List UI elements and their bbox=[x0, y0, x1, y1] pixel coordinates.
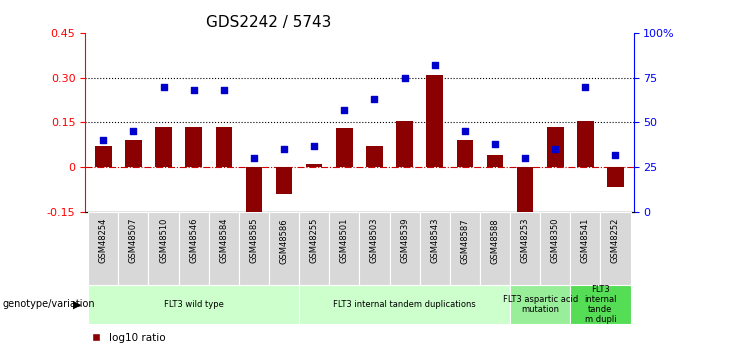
Point bbox=[610, 152, 622, 158]
Point bbox=[459, 129, 471, 134]
Text: FLT3 internal tandem duplications: FLT3 internal tandem duplications bbox=[333, 300, 476, 309]
Point bbox=[248, 156, 260, 161]
Point bbox=[339, 107, 350, 113]
Text: GSM48539: GSM48539 bbox=[400, 218, 409, 264]
Point bbox=[429, 62, 441, 68]
Point bbox=[579, 84, 591, 89]
Bar bbox=[456, 140, 473, 167]
FancyBboxPatch shape bbox=[329, 212, 359, 285]
FancyBboxPatch shape bbox=[209, 212, 239, 285]
Point bbox=[218, 87, 230, 93]
Bar bbox=[95, 146, 112, 167]
FancyBboxPatch shape bbox=[480, 212, 510, 285]
Text: GSM48546: GSM48546 bbox=[189, 218, 198, 264]
Text: GSM48253: GSM48253 bbox=[521, 218, 530, 264]
Bar bbox=[306, 164, 322, 167]
FancyBboxPatch shape bbox=[419, 212, 450, 285]
Bar bbox=[156, 127, 172, 167]
Point bbox=[278, 147, 290, 152]
Bar bbox=[577, 121, 594, 167]
Point bbox=[187, 87, 199, 93]
Text: GSM48586: GSM48586 bbox=[279, 218, 288, 264]
Text: GSM48255: GSM48255 bbox=[310, 218, 319, 263]
Text: FLT3
internal
tande
m dupli: FLT3 internal tande m dupli bbox=[584, 285, 617, 324]
Bar bbox=[547, 127, 563, 167]
FancyBboxPatch shape bbox=[148, 212, 179, 285]
FancyBboxPatch shape bbox=[119, 212, 148, 285]
Bar bbox=[426, 75, 443, 167]
Text: ▶: ▶ bbox=[73, 299, 82, 309]
Point bbox=[368, 96, 380, 102]
Legend: log10 ratio, percentile rank within the sample: log10 ratio, percentile rank within the … bbox=[90, 333, 285, 345]
Bar bbox=[366, 146, 383, 167]
Bar bbox=[216, 127, 232, 167]
Bar bbox=[185, 127, 202, 167]
Bar bbox=[487, 155, 503, 167]
Text: GSM48507: GSM48507 bbox=[129, 218, 138, 264]
Point bbox=[519, 156, 531, 161]
Text: GSM48503: GSM48503 bbox=[370, 218, 379, 264]
FancyBboxPatch shape bbox=[299, 212, 329, 285]
Point bbox=[97, 138, 109, 143]
Text: GSM48350: GSM48350 bbox=[551, 218, 559, 264]
Bar bbox=[246, 167, 262, 215]
Text: GSM48501: GSM48501 bbox=[340, 218, 349, 263]
FancyBboxPatch shape bbox=[269, 212, 299, 285]
FancyBboxPatch shape bbox=[88, 285, 299, 324]
FancyBboxPatch shape bbox=[510, 212, 540, 285]
Text: GSM48585: GSM48585 bbox=[250, 218, 259, 264]
Text: GSM48510: GSM48510 bbox=[159, 218, 168, 263]
FancyBboxPatch shape bbox=[239, 212, 269, 285]
Point bbox=[489, 141, 501, 147]
Bar bbox=[396, 121, 413, 167]
Text: GSM48541: GSM48541 bbox=[581, 218, 590, 263]
Text: GSM48543: GSM48543 bbox=[431, 218, 439, 264]
Text: GSM48587: GSM48587 bbox=[460, 218, 469, 264]
FancyBboxPatch shape bbox=[88, 212, 119, 285]
FancyBboxPatch shape bbox=[600, 212, 631, 285]
Text: genotype/variation: genotype/variation bbox=[2, 299, 95, 309]
Bar bbox=[607, 167, 624, 187]
Text: GSM48252: GSM48252 bbox=[611, 218, 620, 263]
Bar bbox=[276, 167, 293, 194]
FancyBboxPatch shape bbox=[390, 212, 419, 285]
FancyBboxPatch shape bbox=[450, 212, 480, 285]
FancyBboxPatch shape bbox=[179, 212, 209, 285]
Point bbox=[399, 75, 411, 80]
Text: GDS2242 / 5743: GDS2242 / 5743 bbox=[206, 15, 331, 30]
Bar bbox=[516, 167, 534, 224]
Bar bbox=[336, 128, 353, 167]
Text: GSM48254: GSM48254 bbox=[99, 218, 107, 263]
Point bbox=[127, 129, 139, 134]
FancyBboxPatch shape bbox=[510, 285, 571, 324]
Text: GSM48588: GSM48588 bbox=[491, 218, 499, 264]
FancyBboxPatch shape bbox=[299, 285, 510, 324]
Text: FLT3 aspartic acid
mutation: FLT3 aspartic acid mutation bbox=[502, 295, 578, 314]
FancyBboxPatch shape bbox=[540, 212, 571, 285]
FancyBboxPatch shape bbox=[571, 285, 631, 324]
Point bbox=[549, 147, 561, 152]
Point bbox=[308, 143, 320, 149]
Text: GSM48584: GSM48584 bbox=[219, 218, 228, 264]
FancyBboxPatch shape bbox=[359, 212, 390, 285]
Point bbox=[158, 84, 170, 89]
Text: FLT3 wild type: FLT3 wild type bbox=[164, 300, 224, 309]
FancyBboxPatch shape bbox=[571, 212, 600, 285]
Bar bbox=[125, 140, 142, 167]
